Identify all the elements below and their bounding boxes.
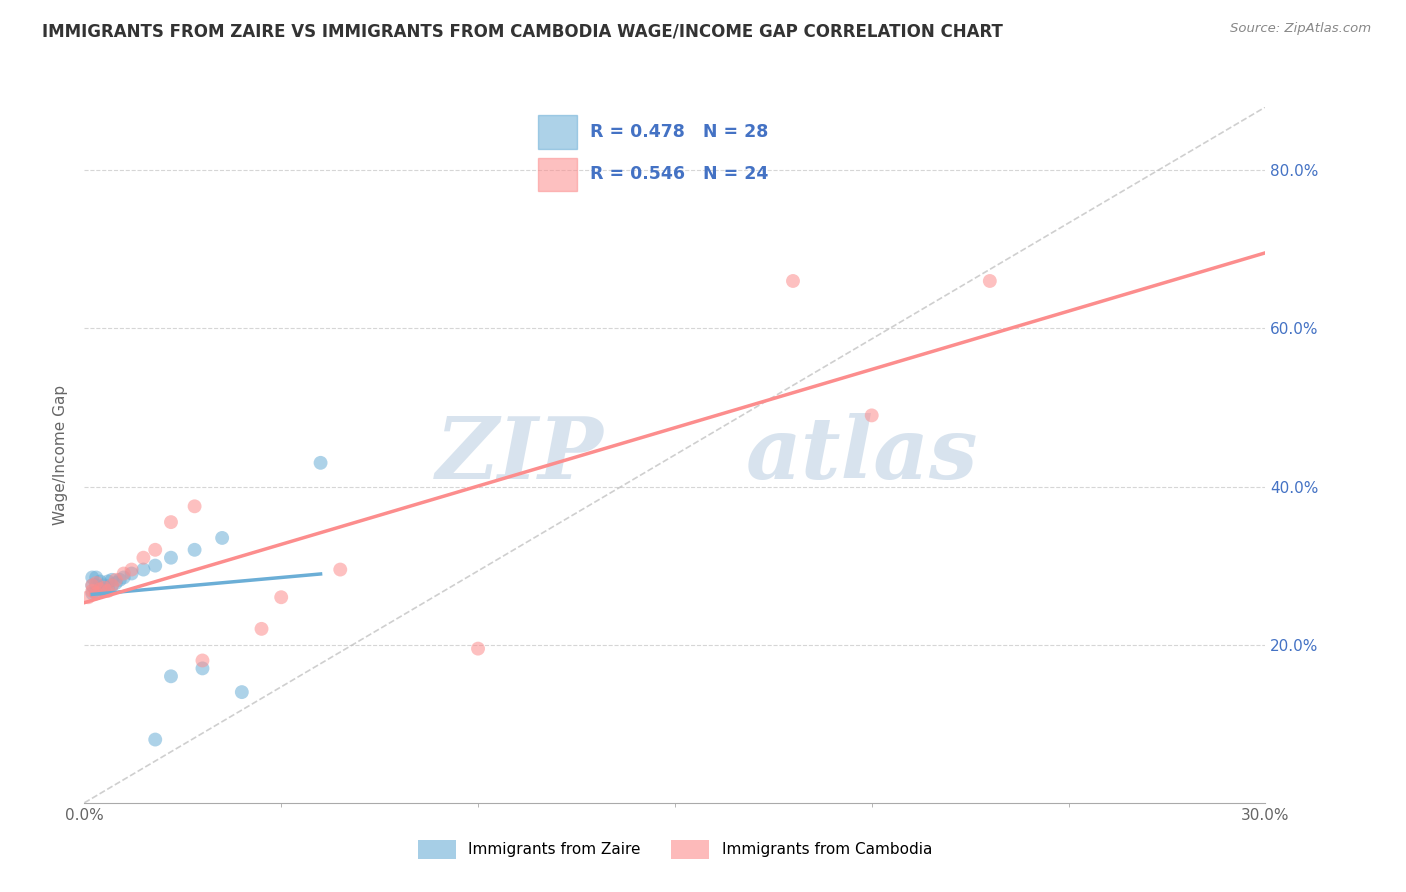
Point bbox=[82, 583, 104, 598]
Text: ZIP: ZIP bbox=[436, 413, 605, 497]
Point bbox=[782, 274, 804, 288]
Point bbox=[93, 583, 115, 598]
Point bbox=[84, 586, 107, 600]
Point bbox=[121, 563, 143, 577]
Text: Source: ZipAtlas.com: Source: ZipAtlas.com bbox=[1230, 22, 1371, 36]
Point bbox=[82, 578, 104, 592]
Point bbox=[270, 591, 292, 605]
Point bbox=[101, 578, 124, 592]
Point bbox=[82, 578, 104, 592]
Point bbox=[93, 581, 115, 595]
Point bbox=[467, 641, 489, 656]
Point bbox=[183, 500, 205, 514]
Point bbox=[97, 581, 120, 595]
Point bbox=[132, 550, 155, 565]
Point bbox=[93, 578, 115, 592]
Point bbox=[82, 586, 104, 600]
Point bbox=[211, 531, 233, 545]
Bar bbox=[538, 115, 576, 149]
Text: atlas: atlas bbox=[745, 413, 979, 497]
Y-axis label: Wage/Income Gap: Wage/Income Gap bbox=[53, 384, 69, 525]
Point bbox=[160, 515, 183, 529]
Point bbox=[121, 566, 143, 581]
Point bbox=[143, 542, 166, 557]
Point bbox=[143, 732, 166, 747]
Point bbox=[329, 563, 352, 577]
Legend: Immigrants from Zaire, Immigrants from Cambodia: Immigrants from Zaire, Immigrants from C… bbox=[412, 834, 938, 864]
Point bbox=[89, 582, 111, 597]
Point bbox=[231, 685, 253, 699]
Point bbox=[84, 576, 107, 591]
Point bbox=[112, 566, 135, 581]
Point bbox=[108, 573, 131, 587]
Point bbox=[183, 542, 205, 557]
Point bbox=[89, 582, 111, 597]
Point bbox=[191, 661, 214, 675]
Point bbox=[89, 574, 111, 589]
Point bbox=[112, 570, 135, 584]
Point bbox=[97, 574, 120, 589]
Point bbox=[160, 669, 183, 683]
Point bbox=[160, 550, 183, 565]
Point bbox=[82, 570, 104, 584]
Point bbox=[77, 591, 100, 605]
Point bbox=[97, 583, 120, 598]
Point bbox=[101, 578, 124, 592]
Point bbox=[101, 573, 124, 587]
Point bbox=[84, 578, 107, 592]
Point bbox=[309, 456, 332, 470]
Text: R = 0.546   N = 24: R = 0.546 N = 24 bbox=[591, 166, 769, 184]
Point bbox=[132, 563, 155, 577]
Point bbox=[979, 274, 1001, 288]
Point bbox=[104, 573, 127, 587]
Point bbox=[104, 576, 127, 591]
Point bbox=[143, 558, 166, 573]
Bar bbox=[538, 158, 576, 191]
Point bbox=[860, 409, 883, 423]
Point bbox=[250, 622, 273, 636]
Text: IMMIGRANTS FROM ZAIRE VS IMMIGRANTS FROM CAMBODIA WAGE/INCOME GAP CORRELATION CH: IMMIGRANTS FROM ZAIRE VS IMMIGRANTS FROM… bbox=[42, 22, 1002, 40]
Point bbox=[84, 586, 107, 600]
Text: R = 0.478   N = 28: R = 0.478 N = 28 bbox=[591, 123, 769, 141]
Point bbox=[84, 570, 107, 584]
Point bbox=[191, 653, 214, 667]
